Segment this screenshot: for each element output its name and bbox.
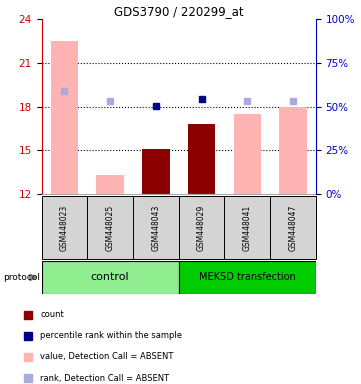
- Bar: [96, 175, 124, 194]
- Text: control: control: [91, 272, 129, 283]
- Bar: [142, 149, 170, 194]
- Bar: [279, 107, 307, 194]
- Bar: [234, 114, 261, 194]
- Text: GSM448043: GSM448043: [151, 204, 160, 251]
- Text: MEK5D transfection: MEK5D transfection: [199, 272, 296, 283]
- Text: value, Detection Call = ABSENT: value, Detection Call = ABSENT: [40, 353, 174, 361]
- Text: rank, Detection Call = ABSENT: rank, Detection Call = ABSENT: [40, 374, 169, 382]
- Title: GDS3790 / 220299_at: GDS3790 / 220299_at: [114, 5, 244, 18]
- Bar: [133, 196, 179, 259]
- Text: GSM448025: GSM448025: [106, 204, 114, 251]
- Text: count: count: [40, 310, 64, 319]
- Bar: [225, 196, 270, 259]
- Text: GSM448023: GSM448023: [60, 204, 69, 251]
- Bar: [188, 124, 215, 194]
- Bar: [51, 41, 78, 194]
- Bar: [42, 196, 87, 259]
- Bar: [87, 196, 133, 259]
- Bar: [179, 196, 225, 259]
- Text: percentile rank within the sample: percentile rank within the sample: [40, 331, 182, 340]
- Bar: [179, 261, 316, 294]
- Text: protocol: protocol: [4, 273, 40, 282]
- Text: GSM448029: GSM448029: [197, 204, 206, 251]
- Text: GSM448041: GSM448041: [243, 204, 252, 251]
- Bar: [42, 261, 179, 294]
- Bar: [270, 196, 316, 259]
- Text: GSM448047: GSM448047: [288, 204, 297, 251]
